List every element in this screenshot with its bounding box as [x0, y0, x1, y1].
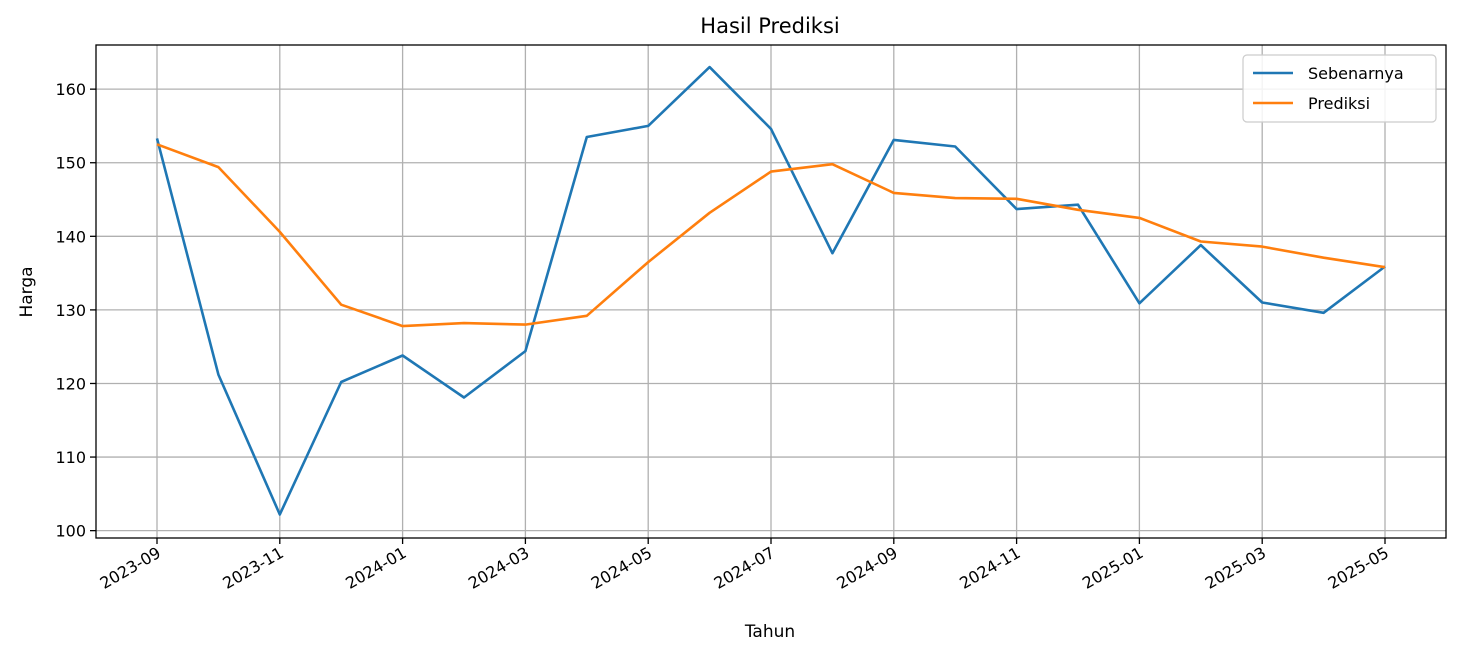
y-axis: 100 110 120 130 140 150 160	[55, 80, 96, 541]
x-tick-label: 2023-11	[219, 543, 286, 593]
x-tick-label: 2024-09	[833, 543, 900, 593]
series-lines	[155, 65, 1386, 516]
x-tick-label: 2024-03	[465, 543, 532, 593]
legend-label: Prediksi	[1308, 94, 1370, 113]
chart-title: Hasil Prediksi	[700, 14, 839, 38]
y-tick-label: 120	[55, 374, 86, 393]
y-tick-label: 130	[55, 301, 86, 320]
y-axis-label: Harga	[17, 266, 37, 317]
x-tick-label: 2024-05	[588, 543, 655, 593]
y-tick-label: 140	[55, 227, 86, 246]
y-tick-label: 100	[55, 522, 86, 541]
y-tick-label: 160	[55, 80, 86, 99]
legend-label: Sebenarnya	[1308, 64, 1404, 83]
y-tick-label: 150	[55, 154, 86, 173]
series-line-1	[156, 143, 1386, 328]
x-tick-label: 2025-05	[1325, 543, 1392, 593]
x-tick-label: 2023-09	[97, 543, 164, 593]
x-axis-label: Tahun	[744, 622, 795, 642]
x-tick-label: 2025-03	[1202, 543, 1269, 593]
legend: Sebenarnya Prediksi	[1242, 54, 1437, 123]
series-line-0	[155, 65, 1386, 516]
x-tick-label: 2025-01	[1079, 543, 1146, 593]
x-tick-label: 2024-01	[342, 543, 409, 593]
y-tick-label: 110	[55, 448, 86, 467]
x-tick-label: 2024-11	[956, 543, 1023, 593]
x-tick-label: 2024-07	[711, 543, 778, 593]
x-axis: 2023-09 2023-11 2024-01 2024-03 2024-05 2024-…	[97, 538, 1392, 593]
